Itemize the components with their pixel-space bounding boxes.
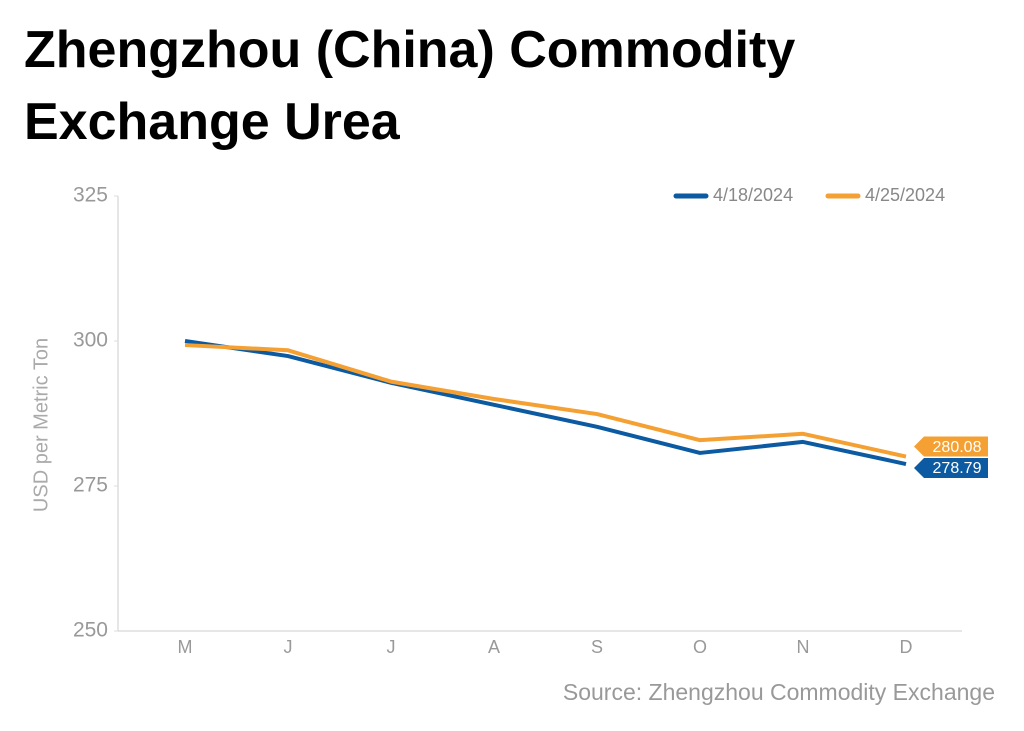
x-tick-label: O bbox=[693, 637, 707, 657]
x-tick-label: N bbox=[797, 637, 810, 657]
y-axis-label: USD per Metric Ton bbox=[30, 338, 52, 512]
x-tick-label: J bbox=[387, 637, 396, 657]
y-tick-label: 250 bbox=[73, 619, 108, 642]
y-tick-label: 300 bbox=[73, 329, 108, 352]
y-tick-label: 325 bbox=[73, 184, 108, 207]
data-label: 278.79 bbox=[933, 460, 982, 477]
data-label: 280.08 bbox=[933, 439, 982, 456]
source: Source: Zhengzhou Commodity Exchange bbox=[563, 679, 995, 705]
y-tick-label: 275 bbox=[73, 474, 108, 497]
series-line bbox=[184, 343, 907, 459]
x-tick-label: M bbox=[178, 637, 193, 657]
x-tick-label: D bbox=[900, 637, 913, 657]
x-tick-label: S bbox=[591, 637, 603, 657]
series-line bbox=[184, 339, 907, 466]
value-tag bbox=[914, 436, 988, 457]
value-tag bbox=[914, 458, 988, 479]
x-tick-label: A bbox=[488, 637, 500, 657]
legend-label: 4/25/2024 bbox=[865, 185, 945, 205]
legend-label: 4/18/2024 bbox=[713, 185, 793, 205]
x-tick-label: J bbox=[284, 637, 293, 657]
chart-title: Zhengzhou (China) Commodity Exchange Ure… bbox=[24, 21, 796, 151]
